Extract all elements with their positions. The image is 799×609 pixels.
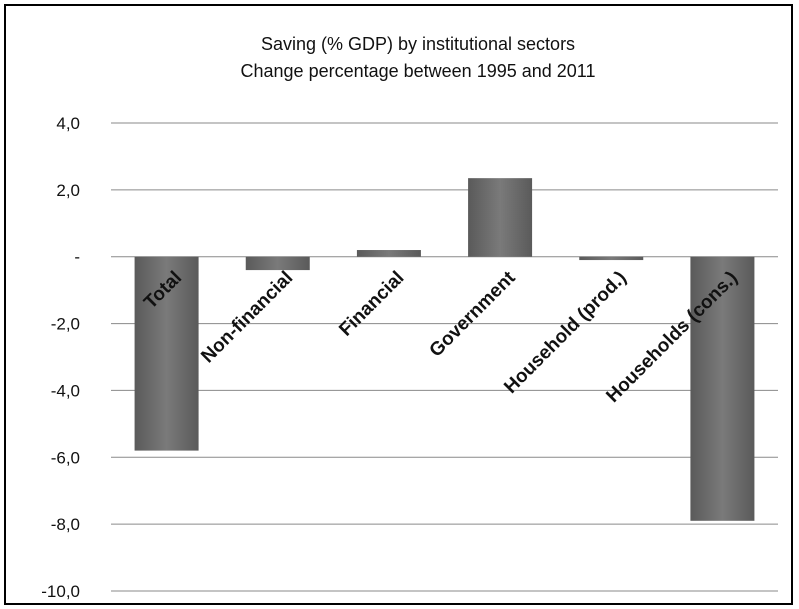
y-tick-label: 4,0 <box>56 114 80 133</box>
chart-frame: Saving (% GDP) by institutional sectors … <box>4 4 793 605</box>
bar-non-financial <box>245 256 310 271</box>
y-tick-label: -2,0 <box>51 315 80 334</box>
chart-title-line-2: Change percentage between 1995 and 2011 <box>241 61 596 81</box>
y-axis-ticks: 4,0 2,0 - -2,0 -4,0 -6,0 -8,0 -10,0 <box>41 114 80 601</box>
bar-financial <box>356 250 421 257</box>
y-tick-label: -8,0 <box>51 515 80 534</box>
category-label: Household (prod.) <box>500 267 631 398</box>
bar-households-cons <box>690 256 755 521</box>
y-tick-label: -4,0 <box>51 381 80 400</box>
y-tick-label: 2,0 <box>56 181 80 200</box>
gridlines <box>111 122 778 592</box>
bar-household-prod <box>579 256 644 261</box>
bar-chart: Saving (% GDP) by institutional sectors … <box>41 34 778 601</box>
category-label: Non-financial <box>197 267 297 367</box>
bar-government <box>468 178 533 257</box>
category-labels: Total Non-financial Financial GovernmentHou… <box>140 267 742 407</box>
bar-total <box>134 256 199 451</box>
bars <box>134 178 755 521</box>
chart-title-line-1: Saving (% GDP) by institutional sectors <box>261 34 575 54</box>
category-label: Government <box>426 267 520 361</box>
category-label: Financial <box>335 267 408 340</box>
y-tick-label: -6,0 <box>51 448 80 467</box>
y-tick-label: -10,0 <box>41 582 80 601</box>
y-tick-label: - <box>74 248 80 267</box>
